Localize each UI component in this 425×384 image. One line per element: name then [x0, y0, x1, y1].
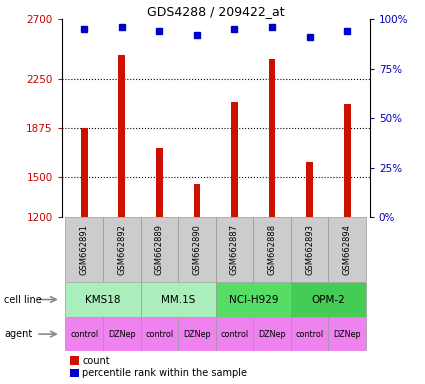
Bar: [193, 184, 200, 217]
Bar: [178, 217, 215, 282]
Text: GSM662893: GSM662893: [305, 224, 314, 275]
Text: DZNep: DZNep: [183, 329, 211, 339]
Bar: [141, 282, 215, 317]
Text: agent: agent: [4, 329, 32, 339]
Text: GSM662894: GSM662894: [343, 224, 352, 275]
Bar: [329, 217, 366, 282]
Text: GSM662892: GSM662892: [117, 224, 126, 275]
Bar: [119, 55, 125, 217]
Bar: [141, 317, 178, 351]
Bar: [103, 217, 141, 282]
Bar: [65, 317, 103, 351]
Text: control: control: [221, 329, 249, 339]
Text: MM.1S: MM.1S: [161, 295, 196, 305]
Bar: [269, 59, 275, 217]
Text: cell line: cell line: [4, 295, 42, 305]
Bar: [65, 282, 141, 317]
Bar: [141, 217, 178, 282]
Text: NCI-H929: NCI-H929: [229, 295, 278, 305]
Text: control: control: [145, 329, 173, 339]
Text: GSM662889: GSM662889: [155, 224, 164, 275]
Bar: [291, 282, 366, 317]
Bar: [215, 217, 253, 282]
Text: GSM662891: GSM662891: [79, 224, 89, 275]
Text: DZNep: DZNep: [333, 329, 361, 339]
Bar: [65, 217, 103, 282]
Text: GSM662890: GSM662890: [193, 224, 201, 275]
Bar: [329, 317, 366, 351]
Bar: [253, 317, 291, 351]
Text: count: count: [82, 356, 110, 366]
Bar: [215, 282, 291, 317]
Bar: [344, 104, 351, 217]
Text: percentile rank within the sample: percentile rank within the sample: [82, 368, 247, 378]
Bar: [215, 317, 253, 351]
Bar: [178, 317, 215, 351]
Text: KMS18: KMS18: [85, 295, 121, 305]
Text: control: control: [295, 329, 324, 339]
Bar: [253, 217, 291, 282]
Title: GDS4288 / 209422_at: GDS4288 / 209422_at: [147, 5, 284, 18]
Text: GSM662888: GSM662888: [268, 224, 277, 275]
Bar: [306, 162, 313, 217]
Text: DZNep: DZNep: [258, 329, 286, 339]
Bar: [103, 317, 141, 351]
Bar: [156, 148, 163, 217]
Text: control: control: [70, 329, 98, 339]
Bar: [231, 102, 238, 217]
Bar: [291, 217, 329, 282]
Text: DZNep: DZNep: [108, 329, 136, 339]
Bar: [81, 128, 88, 217]
Text: GSM662887: GSM662887: [230, 224, 239, 275]
Bar: [291, 317, 329, 351]
Text: OPM-2: OPM-2: [312, 295, 345, 305]
